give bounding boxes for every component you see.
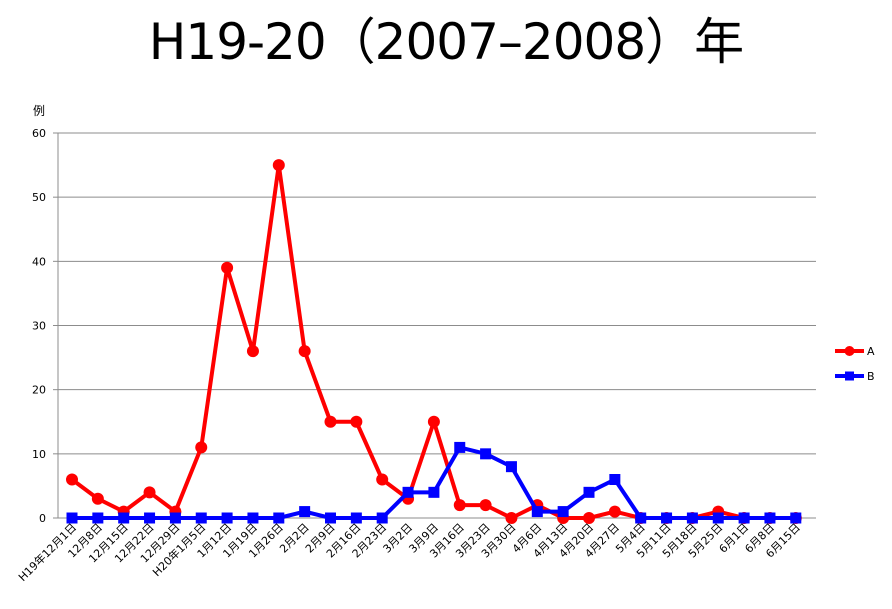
legend: AB (835, 345, 875, 383)
data-point-B (195, 512, 207, 524)
data-point-B (428, 486, 440, 498)
data-point-B (583, 486, 595, 498)
series-line-A (70, 163, 796, 520)
series-A (66, 159, 802, 524)
data-point-B (531, 506, 543, 518)
legend-label: A (867, 345, 875, 358)
gridlines (58, 132, 816, 455)
data-point-A (453, 499, 466, 512)
data-point-B (144, 512, 156, 524)
data-point-B (273, 512, 285, 524)
y-tick-labels: 0 10 20 30 40 50 60 (32, 127, 46, 525)
legend-label: B (867, 370, 875, 383)
data-point-A (221, 261, 234, 274)
data-point-B (686, 512, 698, 524)
data-point-B (635, 512, 647, 524)
y-tick-label: 40 (32, 255, 46, 268)
data-point-A (91, 492, 104, 505)
data-point-B (790, 512, 802, 524)
data-point-A (246, 345, 259, 358)
legend-entry-A: A (835, 345, 875, 358)
data-point-A (143, 486, 156, 499)
data-point-A (66, 473, 78, 486)
data-point-B (66, 512, 78, 524)
y-tick-label: 30 (32, 320, 46, 333)
data-point-B (505, 461, 517, 473)
data-point-B (221, 512, 233, 524)
data-point-B (299, 506, 311, 518)
y-tick-label: 10 (32, 448, 46, 461)
data-point-A (350, 415, 363, 428)
data-point-A (505, 512, 518, 524)
data-point-B (118, 512, 130, 524)
data-point-B (712, 512, 724, 524)
y-tick-label: 0 (39, 512, 46, 525)
data-point-B (738, 512, 750, 524)
series-B (66, 441, 802, 524)
data-point-B (480, 448, 492, 460)
y-tick-label: 50 (32, 191, 46, 204)
x-tick-labels: H19年12月1日12月8日12月15日12月22日12月29日H20年1月5日… (15, 520, 803, 584)
data-point-A (608, 505, 621, 518)
data-point-B (454, 441, 466, 453)
y-tick-label: 20 (32, 384, 46, 397)
data-point-A (195, 441, 208, 454)
data-point-B (661, 512, 673, 524)
y-tick-label: 60 (32, 127, 46, 140)
data-point-B (92, 512, 104, 524)
data-point-A (298, 345, 311, 358)
legend-entry-B: B (835, 370, 875, 383)
chart-title: H19-20（2007–2008）年 (148, 13, 744, 71)
y-axis-label: 例 (33, 104, 45, 118)
legend-marker (844, 346, 855, 356)
data-point-B (376, 512, 388, 524)
data-point-A (479, 499, 492, 512)
data-point-B (609, 474, 621, 485)
data-point-B (557, 506, 569, 518)
series-lines (66, 159, 802, 524)
data-point-B (325, 512, 336, 524)
data-point-B (169, 512, 181, 524)
data-point-A (583, 512, 595, 524)
data-point-A (272, 159, 285, 172)
data-point-B (247, 512, 259, 524)
data-point-A (324, 415, 337, 428)
legend-marker (845, 371, 854, 381)
data-point-B (350, 512, 362, 524)
data-point-A (376, 473, 389, 486)
data-point-A (427, 415, 440, 428)
data-point-B (402, 486, 414, 498)
series-line-B (72, 445, 796, 520)
data-point-B (764, 512, 776, 524)
